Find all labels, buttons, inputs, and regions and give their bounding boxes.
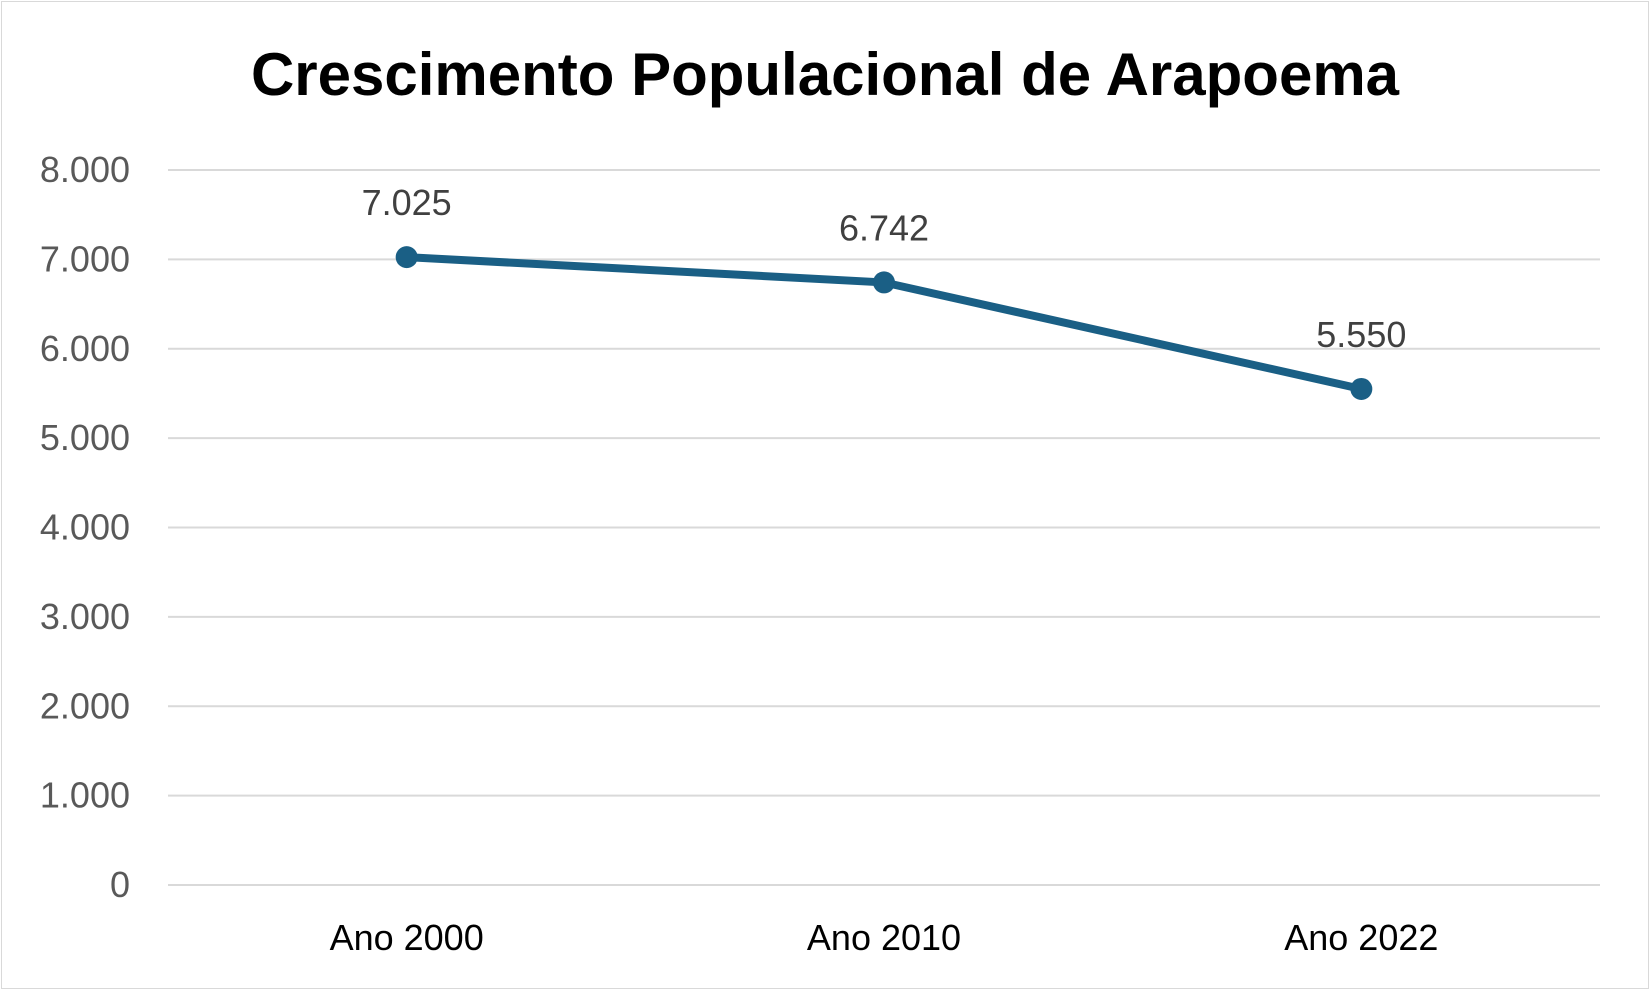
data-label: 5.550 <box>1316 314 1406 355</box>
y-tick-label: 3.000 <box>40 596 130 637</box>
data-labels: 7.025 6.742 5.550 <box>362 182 1407 355</box>
x-category-label: Ano 2022 <box>1284 917 1438 958</box>
y-tick-label: 2.000 <box>40 685 130 726</box>
series-population <box>395 246 1373 400</box>
data-point <box>1350 377 1373 400</box>
data-label: 6.742 <box>839 207 929 248</box>
y-tick-label: 6.000 <box>40 328 130 369</box>
y-tick-label: 1.000 <box>40 775 130 816</box>
x-category-label: Ano 2010 <box>807 917 961 958</box>
y-tick-label: 0 <box>110 864 130 905</box>
chart-title: Crescimento Populacional de Arapoema <box>250 41 1400 108</box>
data-point <box>395 246 418 269</box>
y-tick-label: 4.000 <box>40 507 130 548</box>
y-tick-label: 5.000 <box>40 417 130 458</box>
y-tick-label: 7.000 <box>40 238 130 279</box>
x-axis-category-labels: Ano 2000 Ano 2010 Ano 2022 <box>330 917 1439 958</box>
y-axis-tick-labels: 0 1.000 2.000 3.000 4.000 5.000 6.000 7.000 8.00… <box>40 149 130 905</box>
data-label: 7.025 <box>362 182 452 223</box>
y-tick-label: 8.000 <box>40 149 130 190</box>
data-point <box>873 271 895 294</box>
x-category-label: Ano 2000 <box>330 917 484 958</box>
gridlines <box>168 169 1600 886</box>
